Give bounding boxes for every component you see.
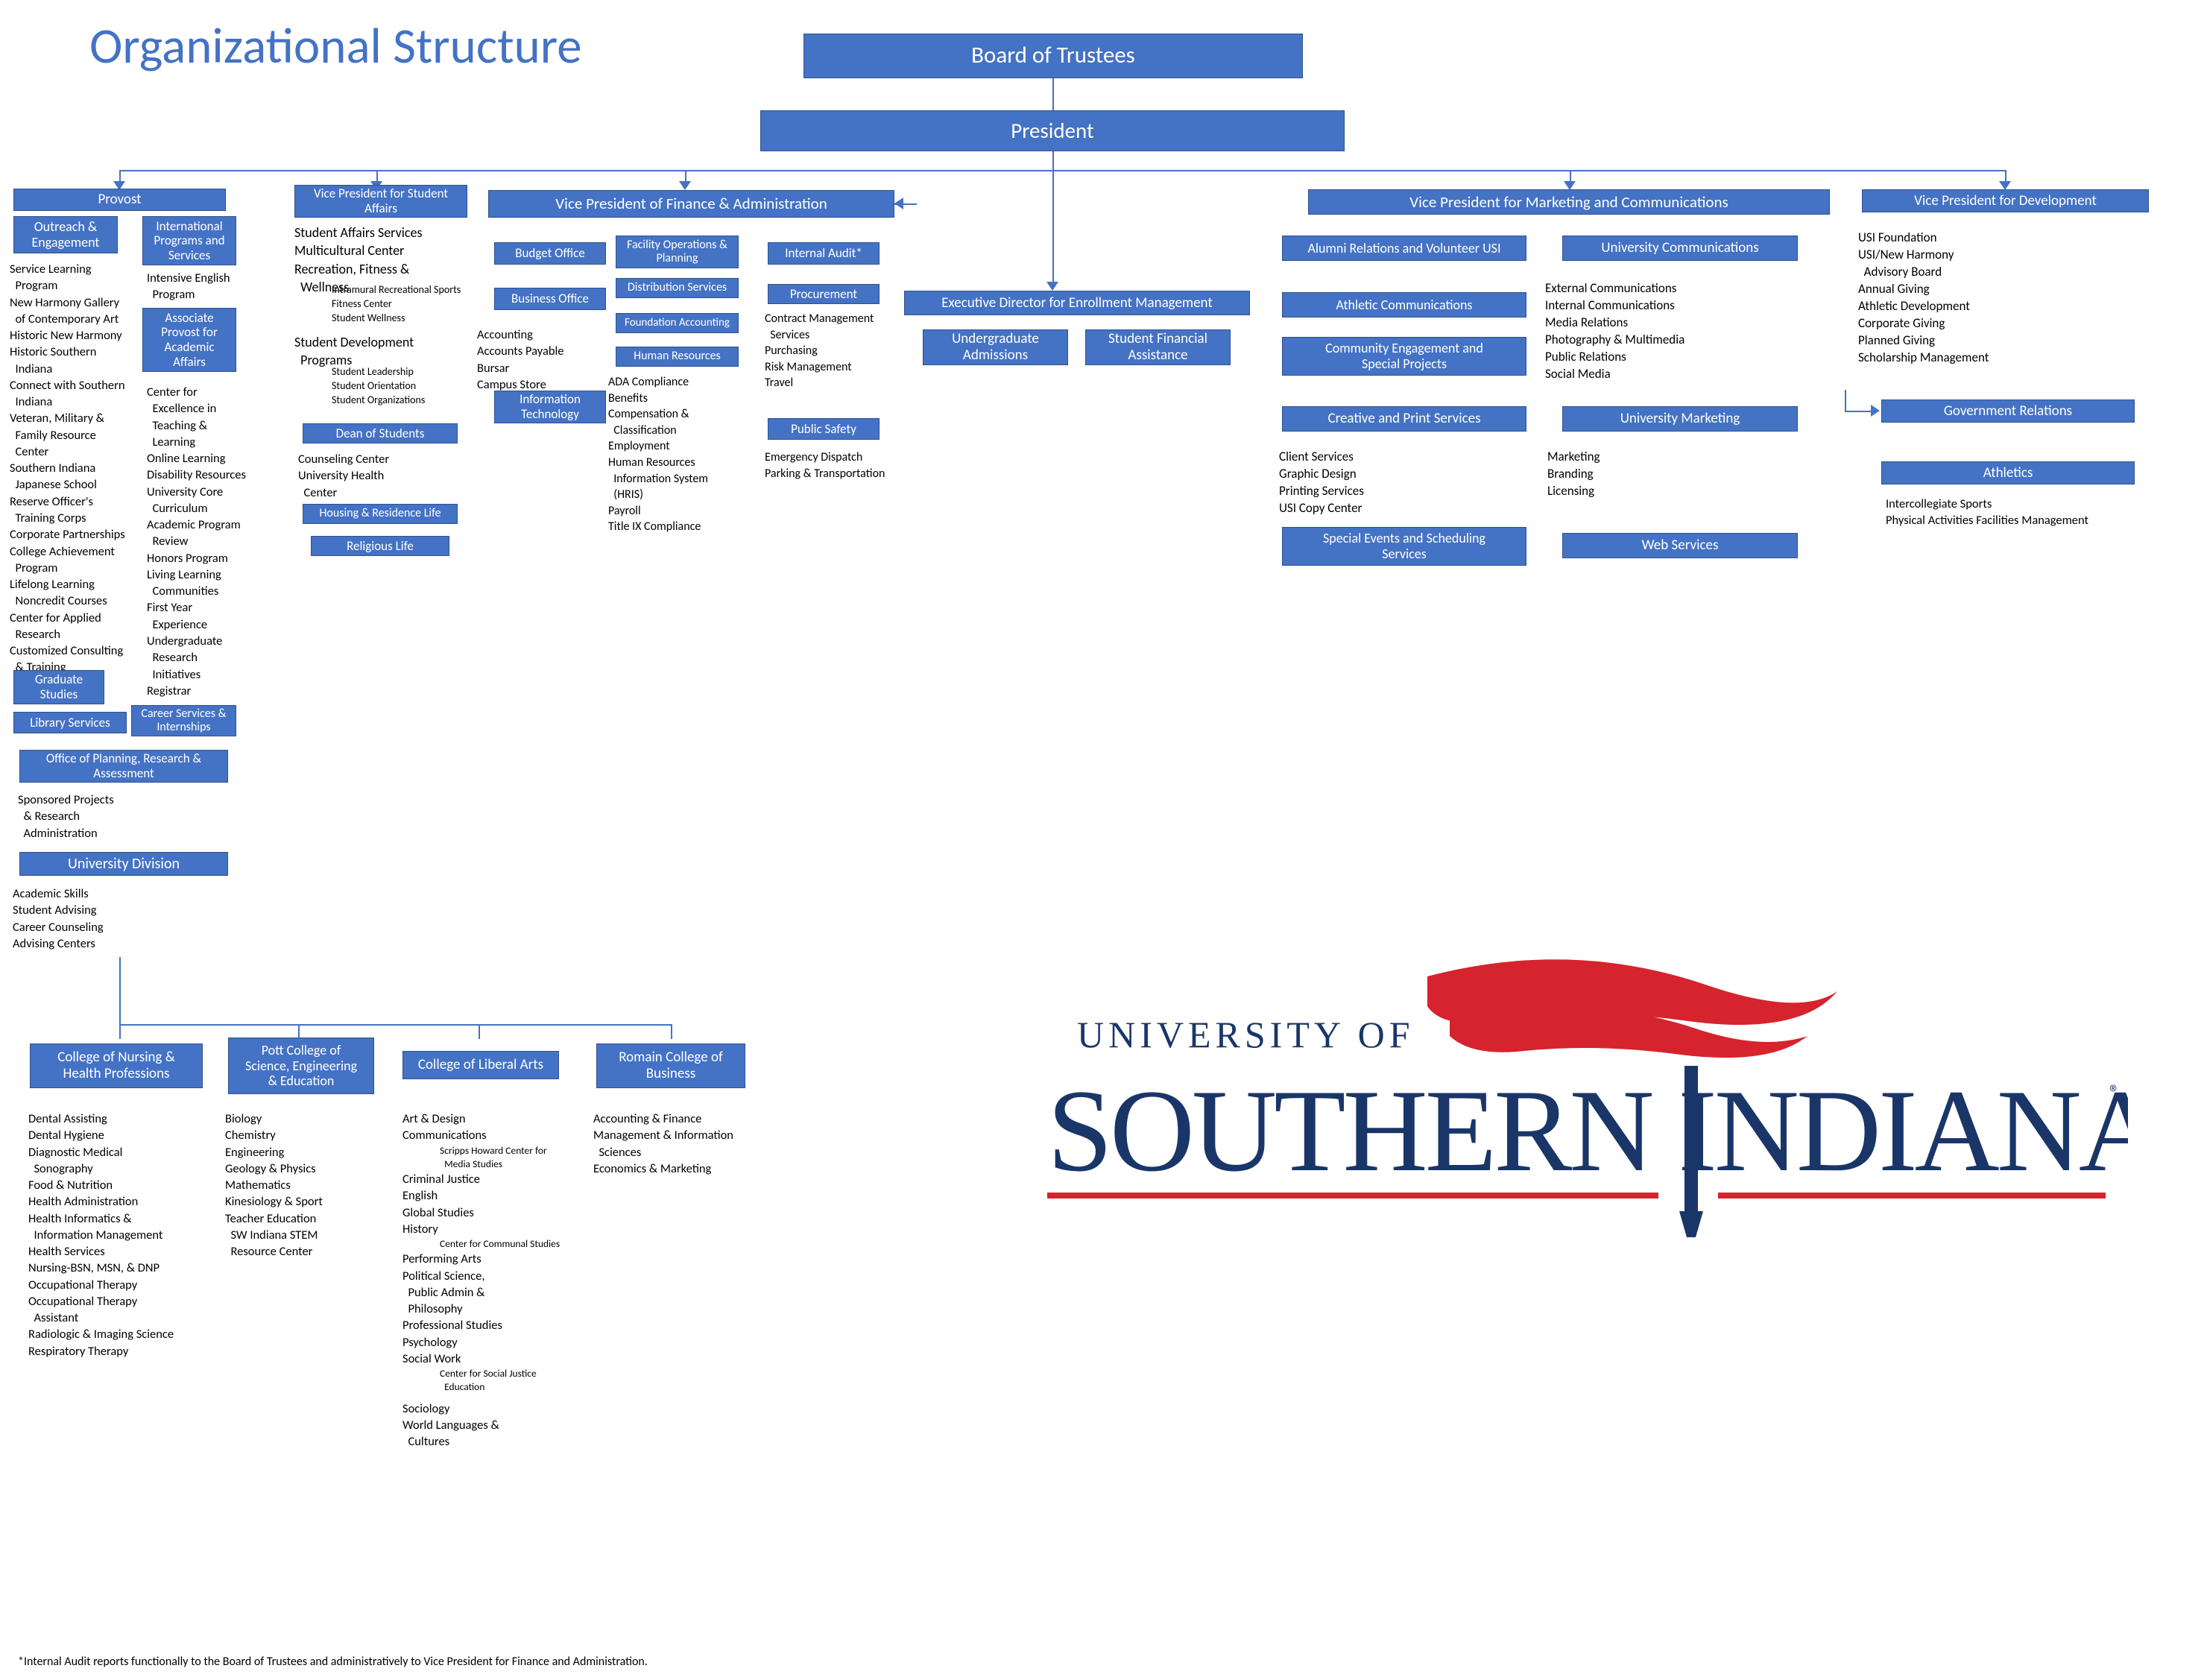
box-alumni: Alumni Relations and Volunteer USI: [1282, 236, 1526, 261]
list-vpdev-items: USI FoundationUSI/New Harmony Advisory B…: [1858, 230, 1989, 367]
box-college-liberal: College of Liberal Arts: [402, 1051, 559, 1079]
list-business-items: AccountingAccounts PayableBursarCampus S…: [477, 326, 564, 393]
box-athletics: Athletics: [1881, 461, 2135, 484]
box-vp-marketing: Vice President for Marketing and Communi…: [1308, 189, 1830, 215]
page-title: Organizational Structure: [89, 15, 582, 76]
box-housing: Housing & Residence Life: [303, 504, 458, 524]
box-religious-life: Religious Life: [311, 536, 449, 556]
box-public-safety: Public Safety: [768, 418, 880, 440]
box-cesp: Community Engagement and Special Project…: [1282, 337, 1526, 376]
box-opra: Office of Planning, Research & Assessmen…: [19, 750, 228, 783]
box-provost: Provost: [13, 189, 226, 211]
box-athletic-comm: Athletic Communications: [1282, 292, 1526, 318]
list-assoc-items: Center for Excellence in Teaching & Lear…: [147, 384, 246, 699]
box-intl-programs: International Programs and Services: [142, 216, 236, 265]
box-outreach: Outreach & Engagement: [13, 216, 118, 253]
box-business-office: Business Office: [494, 288, 606, 310]
list-pott-items: BiologyChemistryEngineeringGeology & Phy…: [225, 1111, 323, 1260]
box-cps: Creative and Print Services: [1282, 406, 1526, 432]
footnote: *Internal Audit reports functionally to …: [18, 1655, 648, 1669]
box-gov-relations: Government Relations: [1881, 400, 2135, 423]
box-career-services: Career Services & Internships: [131, 705, 236, 736]
box-library-services: Library Services: [13, 712, 127, 733]
box-undergrad-admissions: Undergraduate Admissions: [923, 329, 1068, 365]
list-romain-items: Accounting & FinanceManagement & Informa…: [593, 1111, 733, 1177]
list-athletics-items: Intercollegiate SportsPhysical Activitie…: [1886, 496, 2088, 529]
box-vp-development: Vice President for Development: [1862, 189, 2149, 212]
list-intl-items: Intensive English Program: [147, 270, 230, 303]
box-university-division: University Division: [19, 852, 228, 876]
box-graduate-studies: Graduate Studies: [13, 670, 104, 704]
box-vp-student-affairs: Vice President for Student Affairs: [294, 185, 467, 218]
svg-text:®: ®: [2109, 1079, 2120, 1105]
usi-logo: UNIVERSITY OF SOUTHERN INDIANA ®: [1047, 954, 2128, 1278]
box-procurement: Procurement: [768, 284, 880, 304]
list-vpsa-top-sub: Intramural Recreational SportsFitness Ce…: [332, 283, 461, 326]
box-budget-office: Budget Office: [494, 242, 606, 265]
box-college-nursing: College of Nursing & Health Professions: [30, 1043, 203, 1088]
box-univ-comm: University Communications: [1562, 236, 1798, 261]
box-board-of-trustees: Board of Trustees: [803, 34, 1303, 78]
list-univcomm-items: External CommunicationsInternal Communic…: [1545, 280, 1684, 383]
list-vpsa-mid: Student Development Programs: [294, 333, 414, 370]
box-dean-of-students: Dean of Students: [303, 423, 458, 443]
box-foundation-acct: Foundation Accounting: [616, 313, 739, 333]
box-sfa: Student Financial Assistance: [1085, 329, 1231, 365]
box-enrollment-mgmt: Executive Director for Enrollment Manage…: [904, 291, 1250, 315]
list-dean-items: Counseling CenterUniversity Health Cente…: [298, 451, 389, 501]
list-outreach-items: Service Learning ProgramNew Harmony Gall…: [10, 261, 125, 676]
logo-top-text: UNIVERSITY OF: [1077, 1014, 1415, 1055]
box-hr: Human Resources: [616, 347, 739, 367]
list-nursing-items: Dental AssistingDental HygieneDiagnostic…: [28, 1111, 174, 1360]
box-college-romain: Romain College of Business: [596, 1043, 745, 1088]
list-liberal-items: Art & DesignCommunicationsScripps Howard…: [402, 1111, 560, 1450]
list-safety-items: Emergency DispatchParking & Transportati…: [765, 449, 885, 481]
box-univ-marketing: University Marketing: [1562, 406, 1798, 432]
box-facility-ops: Facility Operations & Planning: [616, 236, 739, 268]
box-internal-audit: Internal Audit*: [768, 242, 880, 265]
box-web-services: Web Services: [1562, 533, 1798, 558]
logo-main-text: SOUTHERN INDIANA: [1047, 1066, 2128, 1196]
box-info-tech: Information Technology: [494, 391, 606, 423]
box-sess: Special Events and Scheduling Services: [1282, 527, 1526, 566]
list-opra-items: Sponsored Projects & Research Administra…: [18, 792, 114, 841]
list-hr-items: ADA ComplianceBenefitsCompensation & Cla…: [608, 374, 708, 535]
list-univdiv-items: Academic SkillsStudent AdvisingCareer Co…: [13, 885, 104, 952]
list-univmkt-items: MarketingBrandingLicensing: [1547, 449, 1600, 500]
list-cps-items: Client ServicesGraphic DesignPrinting Se…: [1279, 449, 1364, 517]
list-procure-items: Contract Management ServicesPurchasingRi…: [765, 311, 874, 391]
box-college-pott: Pott College of Science, Engineering & E…: [228, 1038, 374, 1094]
box-distribution: Distribution Services: [616, 278, 739, 298]
box-assoc-provost: Associate Provost for Academic Affairs: [142, 308, 236, 372]
box-vp-finance-admin: Vice President of Finance & Administrati…: [488, 190, 894, 218]
list-vpsa-mid-sub: Student LeadershipStudent OrientationStu…: [332, 365, 425, 408]
box-president: President: [760, 110, 1345, 151]
